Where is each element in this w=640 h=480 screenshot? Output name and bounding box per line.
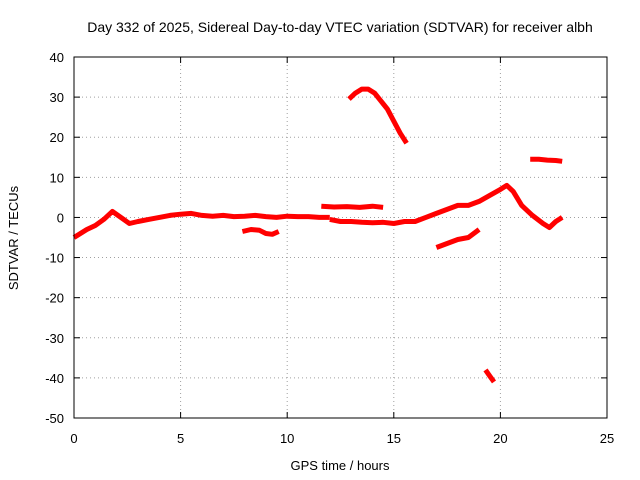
series-seg-plateau-3	[321, 203, 384, 210]
x-tick-label: 25	[600, 431, 614, 446]
x-tick-label: 10	[280, 431, 294, 446]
y-tick-label: -10	[45, 251, 64, 266]
x-tick-label: 15	[387, 431, 401, 446]
y-tick-label: -40	[45, 371, 64, 386]
y-tick-label: 40	[50, 50, 64, 65]
y-tick-label: 20	[50, 130, 64, 145]
series-seg-main-2	[329, 182, 564, 230]
series-seg-negative-rise	[435, 227, 481, 250]
x-tick-label: 0	[70, 431, 77, 446]
series-seg-main-1	[72, 208, 330, 240]
series-seg-drop-40	[483, 368, 497, 384]
x-tick-label: 20	[493, 431, 507, 446]
series-seg-plateau-14	[530, 156, 563, 164]
plot-frame	[73, 56, 608, 419]
series-seg-dip-8h	[241, 227, 280, 237]
x-tick-label: 5	[177, 431, 184, 446]
series-seg-arc-32	[347, 86, 409, 145]
y-tick-label: -50	[45, 411, 64, 426]
grid	[74, 57, 607, 418]
y-axis-label: SDTVAR / TECUs	[6, 185, 21, 290]
chart-title: Day 332 of 2025, Sidereal Day-to-day VTE…	[87, 19, 593, 35]
y-tick-label: -20	[45, 291, 64, 306]
y-tick-label: 10	[50, 170, 64, 185]
y-tick-label: 30	[50, 90, 64, 105]
x-axis-label: GPS time / hours	[291, 458, 390, 473]
axes: 0 5 10 15 20 25 40 30 20 10 0 -10 -20 -30 -40 -50	[45, 50, 614, 446]
y-tick-label: 0	[57, 210, 64, 225]
data-series	[72, 86, 564, 384]
y-tick-label: -30	[45, 331, 64, 346]
